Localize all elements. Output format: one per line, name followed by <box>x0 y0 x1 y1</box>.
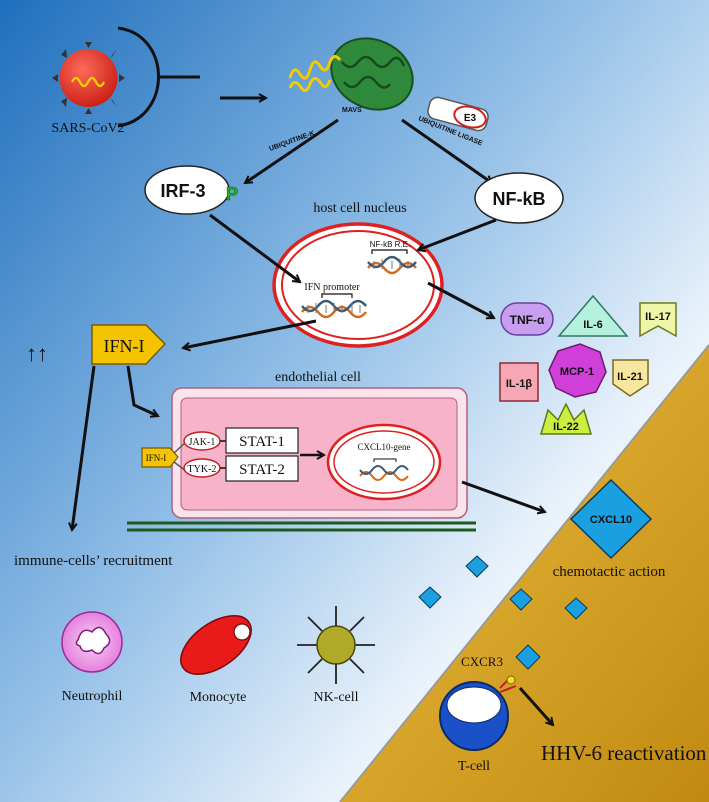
svg-text:IL-21: IL-21 <box>617 371 643 383</box>
stat2: STAT-2 <box>225 455 299 482</box>
cytokine-il17: IL-17 <box>639 302 677 338</box>
cxcl10-particle <box>418 586 442 609</box>
stat1-label: STAT-1 <box>239 434 285 450</box>
ifn-i: ↑↑ IFN-I <box>26 324 167 366</box>
nk-cell-label: NK-cell <box>313 690 358 705</box>
nk-cell-spikes <box>297 606 375 684</box>
ifn-promoter-dna-icon <box>301 293 367 319</box>
svg-text:IL-1β: IL-1β <box>506 378 533 390</box>
stat2-label: STAT-2 <box>239 462 285 478</box>
mitochondrion: MAVS <box>288 37 414 114</box>
cxcl10-diamond-icon <box>569 478 653 560</box>
virus: SARS-CoV2 <box>51 42 125 136</box>
phospho-label: P <box>226 184 238 204</box>
jak1: JAK-1 <box>183 431 221 451</box>
neutrophil-label: Neutrophil <box>62 689 123 704</box>
upregulation-arrows: ↑↑ <box>26 341 48 366</box>
ifn-i-label: IFN-I <box>104 336 145 356</box>
cxcl10: CXCL10 chemotactic action <box>553 478 666 580</box>
cxcl10-gene-dna-icon <box>359 458 409 481</box>
svg-text:IL-6: IL-6 <box>583 319 603 331</box>
tyk2: TYK-2 <box>183 458 221 478</box>
ifn-receptor-label: IFN-I <box>146 453 167 463</box>
mitochondrion-cristae <box>341 55 406 69</box>
receptor-bracket <box>117 26 160 128</box>
cytokine-il6: IL-6 <box>557 294 629 337</box>
t-cell: CXCR3 T-cell <box>439 654 517 774</box>
cytokine-mcp1: MCP-1 <box>548 343 607 398</box>
rna-helix-icon <box>288 55 342 80</box>
monocyte-nucleus <box>233 623 251 641</box>
nfkb: NF-kB <box>474 172 564 224</box>
arrow-ifn-to-endothelial <box>126 365 158 416</box>
nk-cell: NK-cell <box>297 606 375 705</box>
cxcl10-particle <box>515 644 541 670</box>
cytokine-il21: IL-21 <box>612 359 649 397</box>
arrow-irf3-to-promoter <box>209 213 300 282</box>
arrow-promoter-to-ifn <box>183 319 317 348</box>
irf3: IRF-3 P <box>144 165 238 215</box>
nfkb-label: NF-kB <box>493 189 546 209</box>
irf3-label: IRF-3 <box>161 181 206 201</box>
tyk2-label: TYK-2 <box>188 464 217 475</box>
cxcl10-label: CXCL10 <box>590 514 632 526</box>
hhv6-label: HHV-6 reactivation <box>541 741 707 765</box>
virus-rna-icon <box>71 76 105 88</box>
svg-text:TNF-α: TNF-α <box>510 313 545 327</box>
region-divider <box>339 344 709 802</box>
virus-spikes <box>52 42 125 114</box>
ifn-promoter-label: IFN promoter <box>304 282 360 293</box>
e3-ligase: E3 <box>427 96 489 132</box>
arrow-ifn-to-recruitment <box>72 365 96 530</box>
e3-label: E3 <box>464 113 477 124</box>
arrow-to-nfkb <box>401 118 492 185</box>
nucleus: host cell nucleus NF-kB R.E. IFN promote… <box>272 201 444 348</box>
virus-body <box>59 49 118 107</box>
e3-icon <box>453 105 487 129</box>
cxcr3-label: CXCR3 <box>461 654 503 669</box>
neutrophil: Neutrophil <box>61 611 123 704</box>
recruitment-label: immune-cells’ recruitment <box>14 553 173 569</box>
nk-cell-icon <box>316 625 356 665</box>
t-cell-nucleus <box>446 686 502 724</box>
cytokine-il22: IL-22 <box>540 402 592 435</box>
cxcl10-particle <box>509 588 533 611</box>
chemotactic-label: chemotactic action <box>553 564 666 580</box>
svg-text:IL-17: IL-17 <box>645 311 671 323</box>
cytokine-tnf: TNF-α <box>500 302 554 336</box>
cxcl10-particle <box>465 555 489 578</box>
arrow-to-hhv6 <box>518 687 553 725</box>
cytokine-cluster: TNF-α IL-6 IL-17 IL-1β MCP-1 IL-21 IL-22 <box>499 294 677 435</box>
ifn-i-tag-icon <box>91 324 167 365</box>
svg-text:IL-22: IL-22 <box>553 421 579 433</box>
nucleus-outer-membrane <box>272 222 444 348</box>
stat1: STAT-1 <box>225 427 299 454</box>
virus-label: SARS-CoV2 <box>51 121 124 136</box>
nucleus-title: host cell nucleus <box>313 201 406 216</box>
cxcl10-gene-nucleus: CXCL10-gene <box>326 423 442 501</box>
endothelial-title: endothelial cell <box>275 370 361 385</box>
cxcl10-particle <box>564 597 588 620</box>
cxcl10-particles <box>418 555 588 670</box>
t-cell-label: T-cell <box>458 759 490 774</box>
arrow-to-irf3 <box>245 118 339 185</box>
cxcl10-gene-label: CXCL10-gene <box>358 442 411 452</box>
arrow-to-cytokines <box>427 281 494 320</box>
monocyte-label: Monocyte <box>190 690 247 705</box>
mavs-label: MAVS <box>342 107 362 114</box>
svg-text:MCP-1: MCP-1 <box>560 366 594 378</box>
nfkb-re-label: NF-kB R.E. <box>370 240 410 249</box>
arrow-to-cxcl10 <box>461 480 545 512</box>
arrow-nfkb-to-re <box>418 218 497 250</box>
jak1-label: JAK-1 <box>189 437 216 448</box>
neutrophil-nucleus <box>75 626 111 655</box>
cytokine-il1b: IL-1β <box>499 362 539 402</box>
nfkb-re-dna-icon <box>367 249 417 275</box>
monocyte: Monocyte <box>180 615 252 705</box>
